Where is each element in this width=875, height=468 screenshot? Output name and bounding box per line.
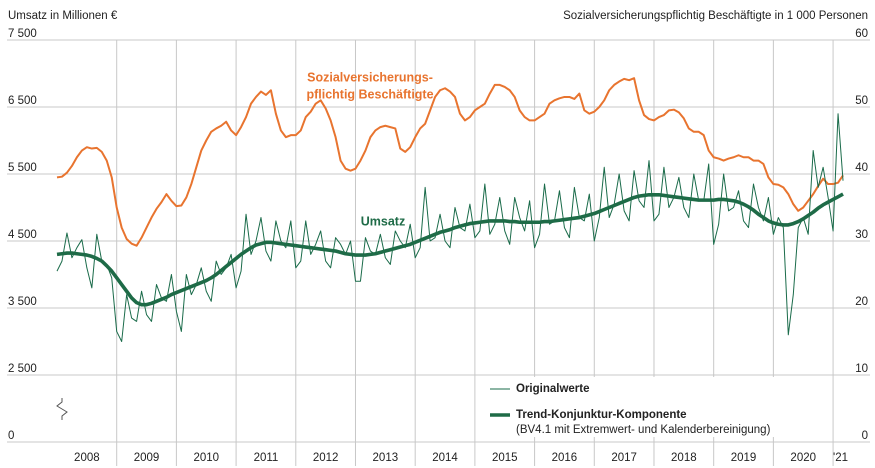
x-tick-label: 2008 — [74, 452, 100, 464]
y2-tick-label: 60 — [855, 28, 868, 40]
annotation: Umsatz — [361, 214, 405, 228]
y2-tick-label: 30 — [855, 229, 868, 241]
x-tick-label: 2014 — [432, 452, 458, 464]
y-tick-label: 3 500 — [8, 296, 37, 308]
y-tick-label: 6 500 — [8, 95, 37, 107]
y-axis-title: Umsatz in Millionen € — [8, 10, 118, 22]
series-line — [56, 192, 844, 307]
y2-tick-label: 40 — [855, 162, 868, 174]
legend-label: Originalwerte — [516, 383, 590, 395]
annotation: pflichtig Beschäftigte — [306, 87, 433, 101]
y-tick-label: 4 500 — [8, 229, 37, 241]
x-tick-label: 2016 — [552, 452, 578, 464]
y-tick-label: 5 500 — [8, 162, 37, 174]
x-tick-label: 2015 — [492, 452, 518, 464]
x-tick-label: 2012 — [313, 452, 339, 464]
y2-tick-label: 0 — [862, 430, 868, 442]
y2-tick-label: 50 — [855, 95, 868, 107]
series-line — [56, 77, 844, 247]
x-tick-label: 2009 — [134, 452, 160, 464]
x-tick-label: 2013 — [373, 452, 399, 464]
axis-break — [56, 398, 68, 420]
lines — [56, 77, 844, 342]
x-tick-label: 2017 — [611, 452, 637, 464]
legend-note: (BV4.1 mit Extremwert- und Kalenderberei… — [516, 424, 771, 436]
legend-label: Trend-Konjunktur-Komponente — [516, 409, 687, 421]
y-tick-label: 0 — [8, 430, 14, 442]
x-tick-label: 2011 — [254, 452, 279, 464]
x-tick-label: 2020 — [790, 452, 816, 464]
x-tick-label: 2010 — [193, 452, 219, 464]
y2-tick-label: 10 — [855, 363, 868, 375]
x-tick-label: 2019 — [731, 452, 757, 464]
y-tick-label: 7 500 — [8, 28, 37, 40]
x-tick-label: '21 — [833, 452, 848, 464]
y2-tick-label: 20 — [855, 296, 868, 308]
grid: 0 2 500 3 500 4 500 5 500 6 500 7 500 0 10 20 30 40… — [7, 28, 870, 466]
y-tick-label: 2 500 — [8, 363, 37, 375]
legend-box — [482, 377, 830, 437]
y2-axis-title: Sozialversicherungspflichtig Beschäftigt… — [563, 10, 868, 22]
annotation: Sozialversicherungs- — [307, 70, 433, 84]
series-line — [56, 113, 844, 342]
x-tick-label: 2018 — [671, 452, 697, 464]
